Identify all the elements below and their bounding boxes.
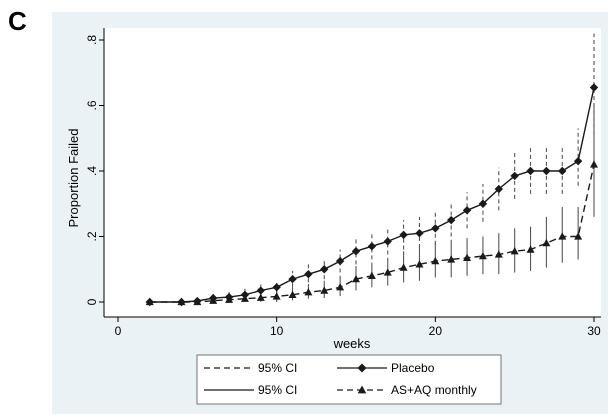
as-aq-monthly-point <box>510 247 519 255</box>
placebo-point <box>320 265 329 274</box>
placebo-point <box>304 269 313 279</box>
x-tick-label: 10 <box>270 324 284 338</box>
placebo-point <box>589 83 599 92</box>
as-aq-monthly-point <box>145 297 154 306</box>
placebo-point <box>510 171 519 181</box>
placebo-point <box>367 242 377 251</box>
as-aq-monthly-point <box>447 255 456 263</box>
as-aq-monthly-point <box>590 160 598 168</box>
as-aq-monthly-point <box>272 292 281 300</box>
as-aq-monthly-point <box>177 297 186 306</box>
y-tick-label: .6 <box>85 100 99 110</box>
as-aq-monthly-point <box>383 268 392 276</box>
placebo-point <box>573 156 583 166</box>
as-aq-monthly-point <box>288 290 297 298</box>
legend-label: Placebo <box>391 361 435 375</box>
as-aq-monthly-point <box>352 274 360 283</box>
as-aq-monthly-point <box>431 256 440 265</box>
as-aq-monthly-point <box>463 253 472 261</box>
placebo-point <box>272 283 281 292</box>
legend-box <box>196 354 502 405</box>
placebo-line <box>149 87 595 303</box>
placebo-point <box>542 166 551 176</box>
y-tick-label: .4 <box>85 166 99 176</box>
placebo-point <box>383 237 392 246</box>
legend-label: 95% CI <box>258 361 297 375</box>
as-aq-monthly-point <box>304 287 313 296</box>
placebo-point <box>526 166 535 176</box>
as-aq-monthly-point <box>367 271 376 279</box>
axis-layer: 0 10 20 30 0 .2 .4 .6 .8 <box>85 35 601 338</box>
as-aq-monthly-line <box>149 164 595 303</box>
x-tick-label: 0 <box>115 324 122 338</box>
as-aq-monthly-point <box>320 286 329 294</box>
as-aq-monthly-point <box>574 232 583 240</box>
placebo-point <box>447 215 456 225</box>
as-aq-monthly-point <box>256 293 265 301</box>
placebo-point <box>351 247 361 256</box>
as-aq-monthly-point <box>526 245 535 253</box>
legend-swatch-triangle <box>357 385 367 394</box>
x-axis-label: weeks <box>333 336 371 351</box>
placebo-point <box>462 206 472 215</box>
placebo-point <box>494 184 503 194</box>
as-aq-monthly-point <box>558 232 567 240</box>
as-aq-monthly-point <box>240 294 249 302</box>
as-aq-monthly-point <box>494 250 503 258</box>
legend: 95% CI Placebo 95% CI AS+AQ monthly <box>196 354 502 405</box>
placebo-point <box>431 224 440 233</box>
legend-label: AS+AQ monthly <box>391 383 477 397</box>
y-tick-label: 0 <box>85 298 99 305</box>
x-tick-label: 30 <box>587 324 601 338</box>
y-axis-label: Proportion Failed <box>66 129 81 228</box>
as-aq-monthly-point <box>542 238 551 247</box>
marker-layer <box>145 83 599 307</box>
plot-area <box>104 28 601 317</box>
as-aq-monthly-point <box>225 295 234 303</box>
y-tick-label: .8 <box>85 35 99 45</box>
as-aq-monthly-point <box>336 283 345 291</box>
placebo-point <box>335 256 345 266</box>
series-layer <box>149 87 595 303</box>
x-tick-label: 20 <box>429 324 443 338</box>
legend-label: 95% CI <box>258 383 297 397</box>
as-aq-monthly-point <box>399 263 408 271</box>
placebo-point <box>558 166 567 176</box>
placebo-point <box>256 286 265 295</box>
as-aq-monthly-point <box>415 260 424 268</box>
placebo-point <box>288 274 297 284</box>
placebo-point <box>478 199 488 208</box>
as-aq-monthly-point <box>478 251 487 260</box>
as-aq-monthly-point <box>209 296 218 304</box>
as-aq-monthly-point <box>193 297 202 306</box>
panel-label: C <box>8 6 27 36</box>
placebo-point <box>399 230 408 240</box>
legend-swatch-diamond <box>357 363 367 373</box>
y-tick-label: .2 <box>85 231 99 241</box>
placebo-point <box>415 229 424 238</box>
